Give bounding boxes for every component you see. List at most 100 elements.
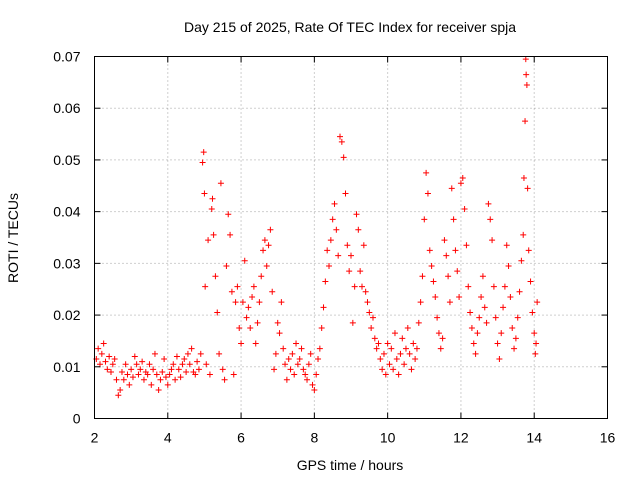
- data-point-marker: [373, 345, 380, 352]
- data-point-marker: [272, 350, 279, 357]
- data-point-marker: [478, 293, 485, 300]
- data-point-marker: [463, 242, 470, 249]
- data-point-marker: [175, 366, 182, 373]
- data-point-marker: [326, 262, 333, 269]
- data-point-marker: [393, 356, 400, 363]
- data-point-marker: [344, 242, 351, 249]
- data-point-marker: [199, 159, 206, 166]
- data-point-marker: [157, 376, 164, 383]
- data-point-marker: [258, 273, 265, 280]
- data-point-marker: [183, 368, 190, 375]
- chart-title: Day 215 of 2025, Rate Of TEC Index for r…: [184, 19, 516, 35]
- data-point-marker: [391, 330, 398, 337]
- data-point-marker: [419, 273, 426, 280]
- data-point-marker: [322, 278, 329, 285]
- data-point-marker: [313, 371, 320, 378]
- data-point-marker: [382, 371, 389, 378]
- data-point-marker: [452, 247, 459, 254]
- data-point-marker: [223, 262, 230, 269]
- data-point-marker: [296, 356, 303, 363]
- data-point-marker: [179, 361, 186, 368]
- data-point-marker: [260, 247, 267, 254]
- data-point-marker: [507, 293, 514, 300]
- data-point-marker: [351, 283, 358, 290]
- data-point-marker: [338, 138, 345, 145]
- data-point-marker: [285, 356, 292, 363]
- data-point-marker: [511, 345, 518, 352]
- data-point-marker: [278, 299, 285, 306]
- data-point-marker: [230, 371, 237, 378]
- data-point-marker: [388, 345, 395, 352]
- data-point-marker: [467, 309, 474, 316]
- data-point-marker: [329, 216, 336, 223]
- data-point-marker: [423, 169, 430, 176]
- data-point-marker: [461, 206, 468, 213]
- data-point-marker: [267, 226, 274, 233]
- data-point-marker: [318, 325, 325, 331]
- data-point-marker: [120, 376, 127, 383]
- data-point-marker: [340, 154, 347, 161]
- data-point-marker: [201, 190, 208, 197]
- data-point-marker: [459, 175, 466, 182]
- data-point-marker: [476, 314, 483, 321]
- data-point-marker: [95, 345, 102, 352]
- data-point-marker: [221, 376, 228, 383]
- data-point-marker: [456, 293, 463, 300]
- data-point-marker: [406, 350, 413, 357]
- x-tick-label: 6: [237, 430, 245, 446]
- data-point-marker: [100, 340, 107, 347]
- data-point-marker: [337, 133, 344, 140]
- data-point-marker: [126, 381, 133, 388]
- data-point-marker: [437, 345, 444, 352]
- data-point-marker: [448, 185, 455, 192]
- data-point-marker: [261, 237, 268, 244]
- data-point-marker: [500, 304, 507, 311]
- data-point-marker: [529, 309, 536, 316]
- data-point-marker: [228, 288, 235, 295]
- data-point-marker: [380, 350, 387, 357]
- data-point-marker: [348, 252, 354, 259]
- data-point-marker: [104, 366, 111, 373]
- data-point-marker: [505, 262, 512, 269]
- y-tick-label: 0.05: [53, 152, 80, 168]
- y-tick-label: 0.06: [53, 100, 80, 116]
- x-tick-label: 2: [91, 430, 99, 446]
- data-point-marker: [358, 283, 365, 290]
- data-point-marker: [250, 283, 257, 290]
- data-point-marker: [200, 149, 207, 156]
- data-point-marker: [424, 190, 431, 197]
- data-point-marker: [421, 216, 428, 223]
- x-tick-label: 14: [526, 430, 542, 446]
- data-point-marker: [413, 345, 420, 352]
- data-point-marker: [518, 257, 525, 264]
- data-point-marker: [98, 350, 105, 357]
- data-point-marker: [412, 356, 419, 363]
- data-point-marker: [162, 374, 169, 381]
- data-point-marker: [496, 356, 503, 363]
- data-point-marker: [377, 356, 384, 363]
- data-point-marker: [129, 374, 136, 381]
- data-point-marker: [205, 237, 212, 244]
- data-point-marker: [415, 319, 422, 326]
- data-point-marker: [430, 278, 437, 285]
- data-point-marker: [197, 350, 204, 357]
- data-point-marker: [186, 361, 193, 368]
- data-point-marker: [291, 371, 298, 378]
- data-point-marker: [439, 335, 446, 342]
- y-tick-label: 0.07: [53, 49, 80, 65]
- data-point-marker: [524, 185, 531, 192]
- data-point-marker: [445, 273, 452, 280]
- y-tick-label: 0.01: [53, 359, 80, 375]
- axis-ticks: [94, 56, 608, 419]
- data-point-marker: [346, 268, 353, 275]
- data-point-marker: [293, 340, 300, 347]
- data-point-marker: [384, 340, 391, 347]
- data-point-marker: [195, 366, 202, 373]
- data-point-marker: [159, 368, 166, 375]
- y-axis-title: ROTI / TECUs: [5, 193, 21, 283]
- data-point-marker: [289, 350, 296, 357]
- data-point-marker: [522, 118, 529, 125]
- y-tick-labels: 0 0.01 0.02 0.03 0.04 0.05 0.06 0.07: [53, 49, 80, 427]
- data-point-marker: [472, 350, 479, 357]
- x-axis-title: GPS time / hours: [297, 457, 404, 473]
